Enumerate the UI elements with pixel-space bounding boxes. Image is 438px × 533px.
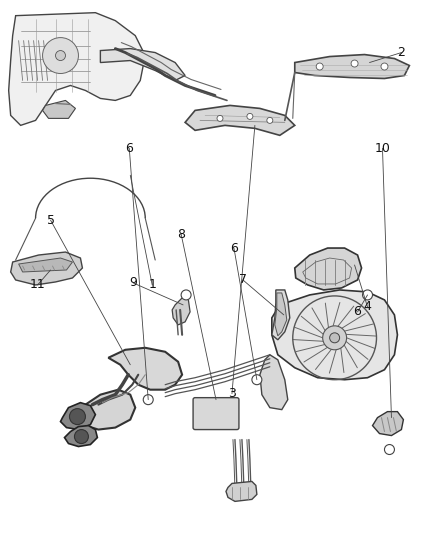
Polygon shape	[226, 481, 257, 502]
Text: 9: 9	[129, 277, 137, 289]
Circle shape	[323, 326, 346, 350]
Circle shape	[267, 117, 273, 123]
Text: 6: 6	[125, 142, 133, 155]
Circle shape	[217, 116, 223, 122]
Circle shape	[42, 38, 78, 74]
Polygon shape	[295, 54, 410, 78]
Circle shape	[351, 60, 358, 67]
Polygon shape	[64, 425, 97, 447]
Polygon shape	[9, 13, 145, 125]
Polygon shape	[42, 100, 75, 118]
Circle shape	[363, 290, 372, 300]
Polygon shape	[172, 298, 190, 325]
Circle shape	[385, 445, 395, 455]
Polygon shape	[272, 290, 397, 379]
Polygon shape	[260, 355, 288, 410]
Polygon shape	[60, 402, 95, 430]
Circle shape	[381, 63, 388, 70]
Text: 4: 4	[364, 301, 371, 313]
Polygon shape	[295, 248, 361, 290]
Polygon shape	[100, 49, 185, 80]
Text: 2: 2	[397, 46, 405, 59]
Polygon shape	[77, 390, 135, 430]
Text: 3: 3	[228, 387, 236, 400]
Polygon shape	[185, 106, 295, 135]
Polygon shape	[11, 252, 82, 285]
Polygon shape	[19, 258, 72, 272]
Polygon shape	[272, 290, 290, 340]
Text: 8: 8	[177, 228, 185, 240]
Text: 6: 6	[353, 305, 361, 318]
Text: 11: 11	[30, 278, 46, 292]
Circle shape	[316, 63, 323, 70]
FancyBboxPatch shape	[193, 398, 239, 430]
Circle shape	[330, 333, 339, 343]
Text: 7: 7	[239, 273, 247, 286]
Circle shape	[74, 430, 88, 443]
Polygon shape	[372, 411, 403, 435]
Circle shape	[252, 375, 262, 385]
Polygon shape	[275, 293, 287, 336]
Text: 1: 1	[148, 278, 156, 292]
Circle shape	[247, 114, 253, 119]
Circle shape	[56, 51, 66, 61]
Text: 5: 5	[46, 214, 55, 227]
Text: 6: 6	[230, 241, 238, 255]
Polygon shape	[108, 348, 182, 390]
Text: 10: 10	[374, 142, 390, 155]
Circle shape	[70, 409, 85, 425]
Circle shape	[181, 290, 191, 300]
Circle shape	[143, 394, 153, 405]
